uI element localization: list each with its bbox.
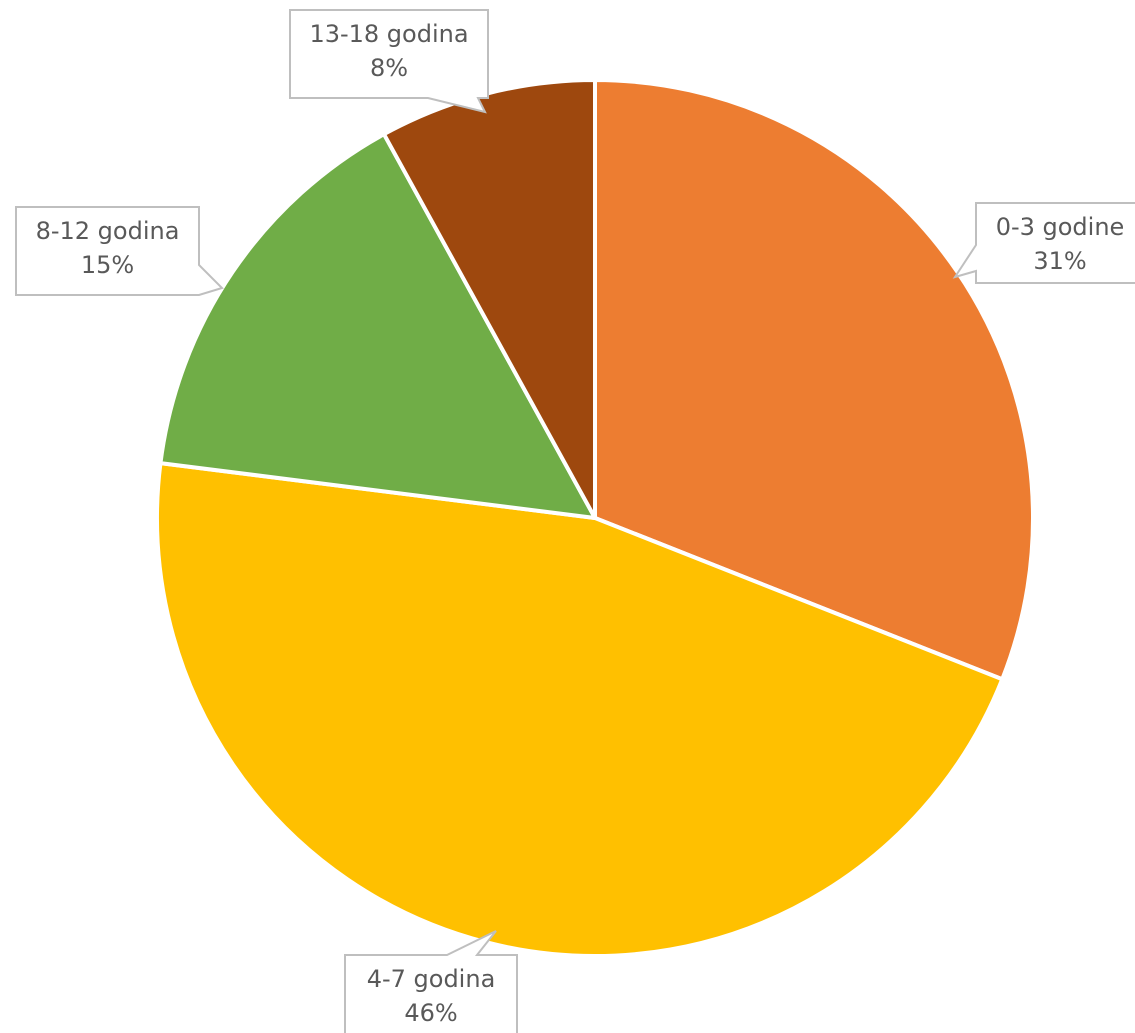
callout-13-18-godina: 13-18 godina 8%	[289, 9, 489, 114]
callout-4-7-godina: 4-7 godina 46%	[344, 930, 518, 1033]
callout-category-label: 0-3 godine	[996, 213, 1125, 241]
callout-value-label: 8%	[370, 54, 408, 82]
callout-box-0-3-godine	[952, 202, 1135, 284]
callout-value-label: 46%	[404, 999, 457, 1027]
callout-value-label: 15%	[81, 251, 134, 279]
pie-slices	[155, 78, 1035, 958]
callout-box-13-18-godina	[289, 9, 489, 114]
callout-8-12-godina: 8-12 godina 15%	[15, 206, 224, 296]
callout-category-label: 8-12 godina	[36, 217, 180, 245]
callout-box-4-7-godina	[344, 930, 518, 1033]
pie-callouts: 0-3 godine 31% 4-7 godina 46% 8-12 godina 15%…	[15, 9, 1135, 1033]
callout-box-8-12-godina	[15, 206, 224, 296]
callout-value-label: 31%	[1033, 247, 1086, 275]
callout-category-label: 13-18 godina	[309, 20, 468, 48]
callout-category-label: 4-7 godina	[367, 965, 496, 993]
callout-0-3-godine: 0-3 godine 31%	[952, 202, 1135, 284]
pie-slice-8-12-godina	[158, 132, 597, 520]
